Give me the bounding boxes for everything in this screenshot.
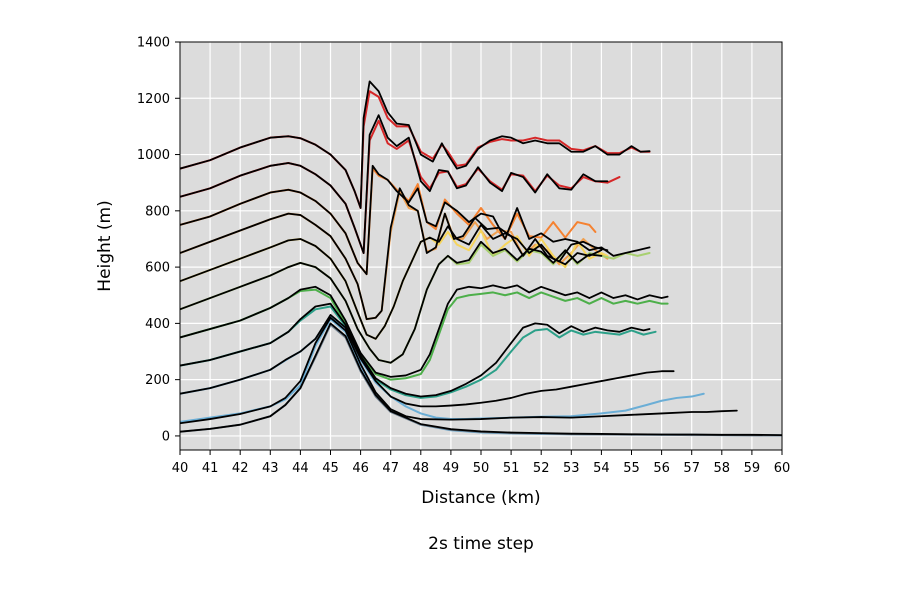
y-axis: 0 200 400 600 800 1000 1200 1400 xyxy=(137,36,180,444)
y-tick-label: 400 xyxy=(145,317,170,332)
x-axis: 40 41 42 43 44 45 46 47 48 49 50 51 52 53 54 55 56 57 58 59… xyxy=(172,450,791,476)
x-tick-label: 40 xyxy=(172,461,189,476)
reference-line xyxy=(180,302,651,398)
reference-line xyxy=(180,316,738,425)
reference-line xyxy=(180,314,675,408)
y-axis-label: Height (m) xyxy=(95,200,115,291)
reference-line xyxy=(180,114,609,254)
x-tick-label: 46 xyxy=(352,461,369,476)
x-tick-label: 54 xyxy=(593,461,610,476)
y-tick-label: 800 xyxy=(145,204,170,219)
figure-caption: 2s time step xyxy=(428,534,534,554)
y-tick-label: 600 xyxy=(145,261,170,276)
x-tick-label: 43 xyxy=(262,461,279,476)
x-tick-label: 47 xyxy=(382,461,399,476)
x-tick-label: 45 xyxy=(322,461,339,476)
reference-line xyxy=(180,284,669,378)
y-tick-label: 1000 xyxy=(137,148,170,163)
x-tick-label: 57 xyxy=(683,461,700,476)
x-tick-label: 58 xyxy=(714,461,731,476)
x-tick-label: 42 xyxy=(232,461,249,476)
x-tick-label: 52 xyxy=(533,461,550,476)
x-tick-label: 41 xyxy=(202,461,219,476)
x-axis-label: Distance (km) xyxy=(421,488,540,508)
x-tick-label: 44 xyxy=(292,461,309,476)
x-tick-label: 60 xyxy=(774,461,791,476)
series-line xyxy=(180,305,657,399)
y-tick-label: 1200 xyxy=(137,92,170,107)
x-tick-label: 48 xyxy=(413,461,430,476)
x-tick-label: 55 xyxy=(623,461,640,476)
x-tick-label: 51 xyxy=(503,461,520,476)
x-tick-label: 50 xyxy=(473,461,490,476)
y-tick-label: 0 xyxy=(162,429,170,444)
reference-line xyxy=(180,224,603,340)
reference-layer xyxy=(180,80,782,436)
reference-line xyxy=(180,240,603,364)
y-tick-label: 200 xyxy=(145,373,170,388)
x-tick-label: 49 xyxy=(443,461,460,476)
y-tick-label: 1400 xyxy=(137,36,170,51)
series-line xyxy=(180,288,669,381)
x-tick-label: 56 xyxy=(653,461,670,476)
x-tick-label: 53 xyxy=(563,461,580,476)
x-tick-label: 59 xyxy=(744,461,761,476)
reference-line xyxy=(180,164,651,276)
reference-line xyxy=(180,322,782,436)
reference-line xyxy=(180,80,651,209)
reference-line xyxy=(180,187,609,321)
